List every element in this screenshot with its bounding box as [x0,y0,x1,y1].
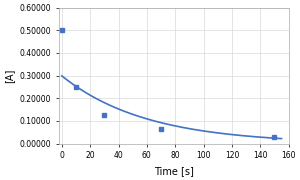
X-axis label: Time [s]: Time [s] [154,166,194,176]
Y-axis label: [A]: [A] [4,68,14,83]
